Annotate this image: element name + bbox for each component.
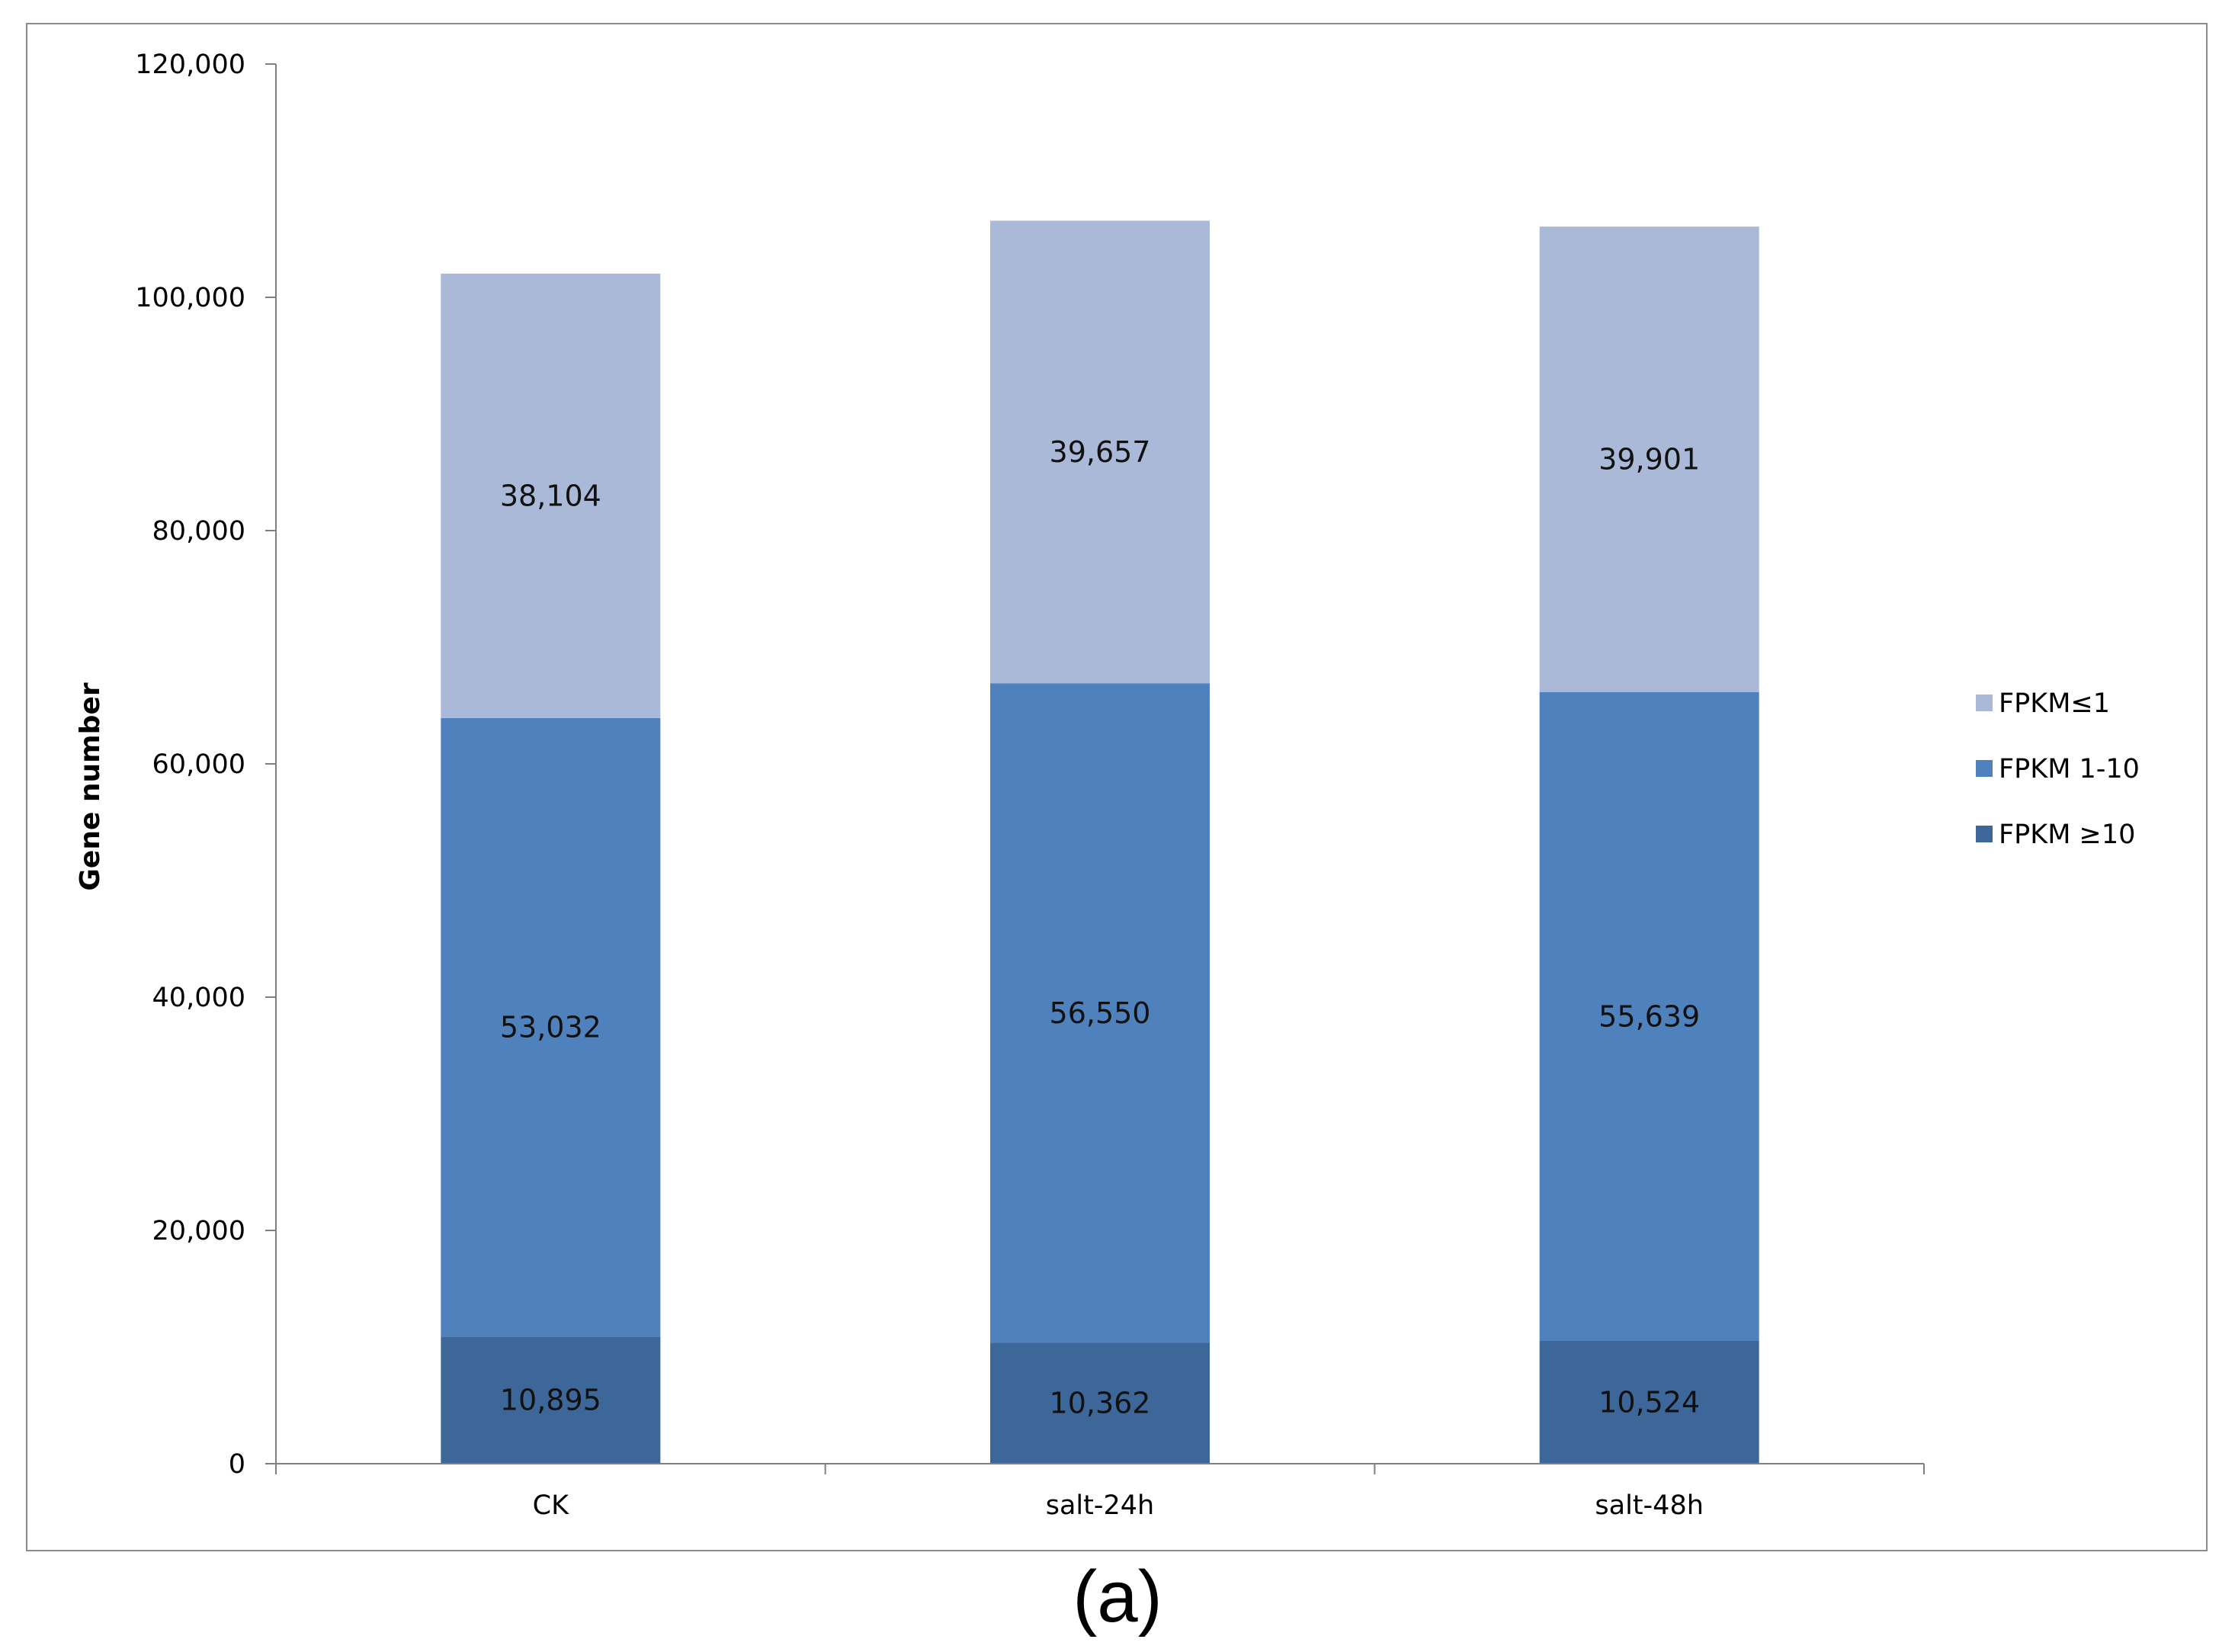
stacked-bar-chart: 10,895 53,032 38,104 10,362 56,550 39,657 10,5… [75, 50, 2140, 1521]
bar-segment [990, 220, 1210, 684]
data-label: 39,657 [1050, 435, 1151, 469]
bar-segment [441, 273, 661, 718]
chart-frame: 10,895 53,032 38,104 10,362 56,550 39,657 10,5… [26, 23, 2208, 1551]
figure-caption: (a) [1073, 1556, 1162, 1638]
bar-segment [990, 683, 1210, 1343]
legend-swatch [1976, 694, 1993, 711]
data-label: 10,524 [1598, 1385, 1700, 1419]
plot-area: 10,895 53,032 38,104 10,362 56,550 39,657 10,5… [441, 220, 1759, 1464]
y-tick-label: 100,000 [135, 283, 245, 313]
bar-segment [990, 1342, 1210, 1464]
y-tick-label: 60,000 [152, 749, 245, 780]
y-tick-label: 120,000 [135, 50, 245, 80]
y-tick-label: 80,000 [152, 516, 245, 547]
y-tick-label: 20,000 [152, 1216, 245, 1246]
data-label: 53,032 [500, 1011, 601, 1044]
y-tick-label: 40,000 [152, 983, 245, 1013]
legend-swatch [1976, 760, 1993, 777]
legend-label: FPKM≤1 [1999, 688, 2110, 719]
data-label: 10,895 [500, 1384, 601, 1417]
bar-segment [1539, 691, 1759, 1341]
legend-swatch [1976, 826, 1993, 842]
bar-segment [1539, 226, 1759, 692]
legend-label: FPKM ≥10 [1999, 820, 2135, 850]
data-label: 10,362 [1050, 1387, 1151, 1420]
bar-segment [441, 717, 661, 1337]
data-label: 39,901 [1598, 442, 1700, 476]
data-label: 38,104 [500, 479, 601, 512]
x-tick-label: salt-24h [1046, 1490, 1154, 1521]
x-tick-label: CK [533, 1490, 569, 1521]
legend-label: FPKM 1-10 [1999, 754, 2140, 784]
axes: 0 20,000 40,000 60,000 80,000 100,000 120,000 C… [135, 50, 1925, 1521]
y-axis-title: Gene number [75, 682, 106, 890]
legend: FPKM≤1 FPKM 1-10 FPKM ≥10 [1976, 688, 2140, 850]
data-label: 55,639 [1598, 999, 1700, 1033]
data-label: 56,550 [1050, 996, 1151, 1030]
x-tick-label: salt-48h [1595, 1490, 1703, 1521]
y-tick-label: 0 [229, 1449, 245, 1480]
bar-segment [1539, 1340, 1759, 1464]
bar-segment [441, 1336, 661, 1464]
